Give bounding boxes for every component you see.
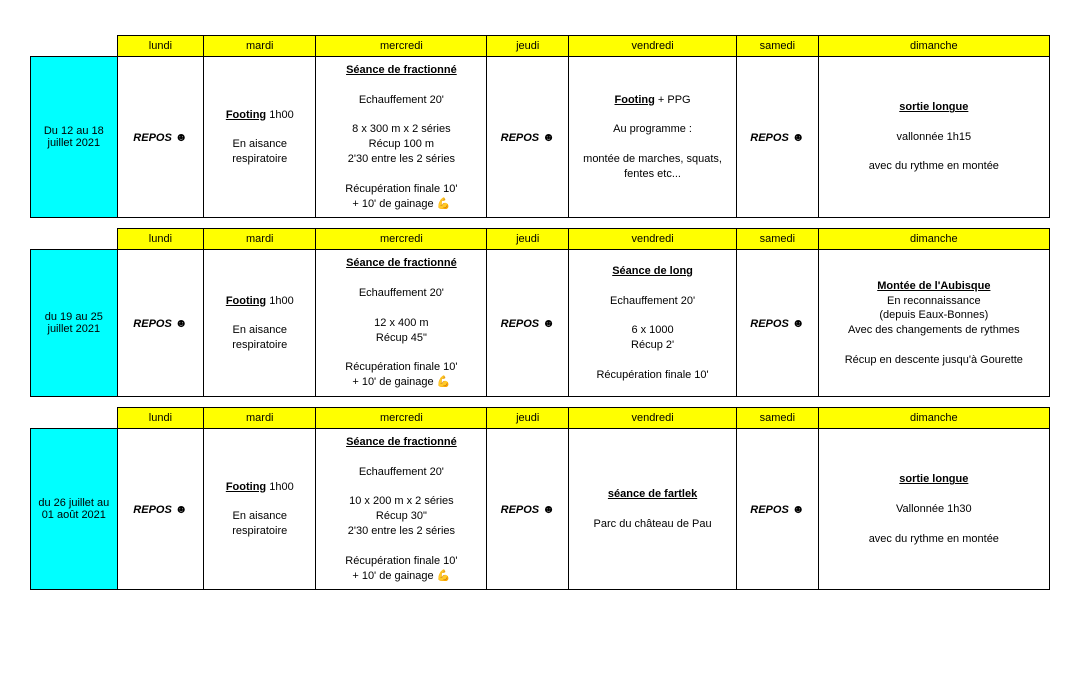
- cell-lundi: REPOS ☻: [117, 429, 204, 590]
- day-header: vendredi: [569, 408, 737, 429]
- happy-icon: ☻: [792, 316, 805, 330]
- happy-icon: ☻: [175, 316, 188, 330]
- day-header: samedi: [737, 408, 819, 429]
- flex-icon: 💪: [437, 198, 451, 210]
- day-header: mardi: [204, 408, 316, 429]
- day-header: samedi: [737, 36, 819, 57]
- day-header: vendredi: [569, 229, 737, 250]
- cell-lundi: REPOS ☻: [117, 57, 204, 218]
- happy-icon: ☻: [542, 130, 555, 144]
- cell-samedi: REPOS ☻: [737, 57, 819, 218]
- week-table: lundimardimercredijeudivendredisamedidim…: [30, 228, 1050, 397]
- cell-samedi: REPOS ☻: [737, 250, 819, 397]
- day-header: mercredi: [316, 408, 487, 429]
- week-table: lundimardimercredijeudivendredisamedidim…: [30, 407, 1050, 590]
- day-header: dimanche: [818, 229, 1049, 250]
- corner-empty: [31, 36, 118, 57]
- week-block: lundimardimercredijeudivendredisamedidim…: [30, 407, 1050, 590]
- cell-mercredi: Séance de fractionné Echauffement 20' 8 …: [316, 57, 487, 218]
- cell-mercredi: Séance de fractionné Echauffement 20' 10…: [316, 429, 487, 590]
- cell-mercredi: Séance de fractionné Echauffement 20' 12…: [316, 250, 487, 397]
- cell-jeudi: REPOS ☻: [487, 57, 569, 218]
- flex-icon: 💪: [437, 376, 451, 388]
- day-header: mardi: [204, 36, 316, 57]
- cell-vendredi: Séance de long Echauffement 20' 6 x 1000…: [569, 250, 737, 397]
- day-header: jeudi: [487, 229, 569, 250]
- happy-icon: ☻: [175, 130, 188, 144]
- cell-vendredi: Footing + PPG Au programme : montée de m…: [569, 57, 737, 218]
- day-header: lundi: [117, 36, 204, 57]
- day-header: mercredi: [316, 229, 487, 250]
- week-table: lundimardimercredijeudivendredisamedidim…: [30, 35, 1050, 218]
- cell-dimanche: sortie longue vallonnée 1h15 avec du ryt…: [818, 57, 1049, 218]
- day-header: lundi: [117, 229, 204, 250]
- day-header: lundi: [117, 408, 204, 429]
- day-header: dimanche: [818, 36, 1049, 57]
- cell-dimanche: Montée de l'AubisqueEn reconnaissance(de…: [818, 250, 1049, 397]
- happy-icon: ☻: [175, 502, 188, 516]
- week-block: lundimardimercredijeudivendredisamedidim…: [30, 228, 1050, 397]
- day-header: dimanche: [818, 408, 1049, 429]
- flex-icon: 💪: [437, 570, 451, 582]
- date-range: du 26 juillet au01 août 2021: [31, 429, 118, 590]
- week-block: lundimardimercredijeudivendredisamedidim…: [30, 35, 1050, 218]
- day-header: samedi: [737, 229, 819, 250]
- day-header: jeudi: [487, 408, 569, 429]
- date-range: du 19 au 25juillet 2021: [31, 250, 118, 397]
- day-header: mercredi: [316, 36, 487, 57]
- cell-lundi: REPOS ☻: [117, 250, 204, 397]
- cell-samedi: REPOS ☻: [737, 429, 819, 590]
- cell-mardi: Footing 1h00 En aisance respiratoire: [204, 250, 316, 397]
- cell-jeudi: REPOS ☻: [487, 250, 569, 397]
- happy-icon: ☻: [542, 316, 555, 330]
- happy-icon: ☻: [542, 502, 555, 516]
- day-header: jeudi: [487, 36, 569, 57]
- cell-dimanche: sortie longue Vallonnée 1h30 avec du ryt…: [818, 429, 1049, 590]
- happy-icon: ☻: [792, 502, 805, 516]
- cell-mardi: Footing 1h00 En aisance respiratoire: [204, 57, 316, 218]
- day-header: vendredi: [569, 36, 737, 57]
- date-range: Du 12 au 18juillet 2021: [31, 57, 118, 218]
- cell-mardi: Footing 1h00 En aisance respiratoire: [204, 429, 316, 590]
- corner-empty: [31, 408, 118, 429]
- happy-icon: ☻: [792, 130, 805, 144]
- cell-vendredi: séance de fartlek Parc du château de Pau: [569, 429, 737, 590]
- cell-jeudi: REPOS ☻: [487, 429, 569, 590]
- training-schedule: lundimardimercredijeudivendredisamedidim…: [30, 35, 1050, 590]
- corner-empty: [31, 229, 118, 250]
- day-header: mardi: [204, 229, 316, 250]
